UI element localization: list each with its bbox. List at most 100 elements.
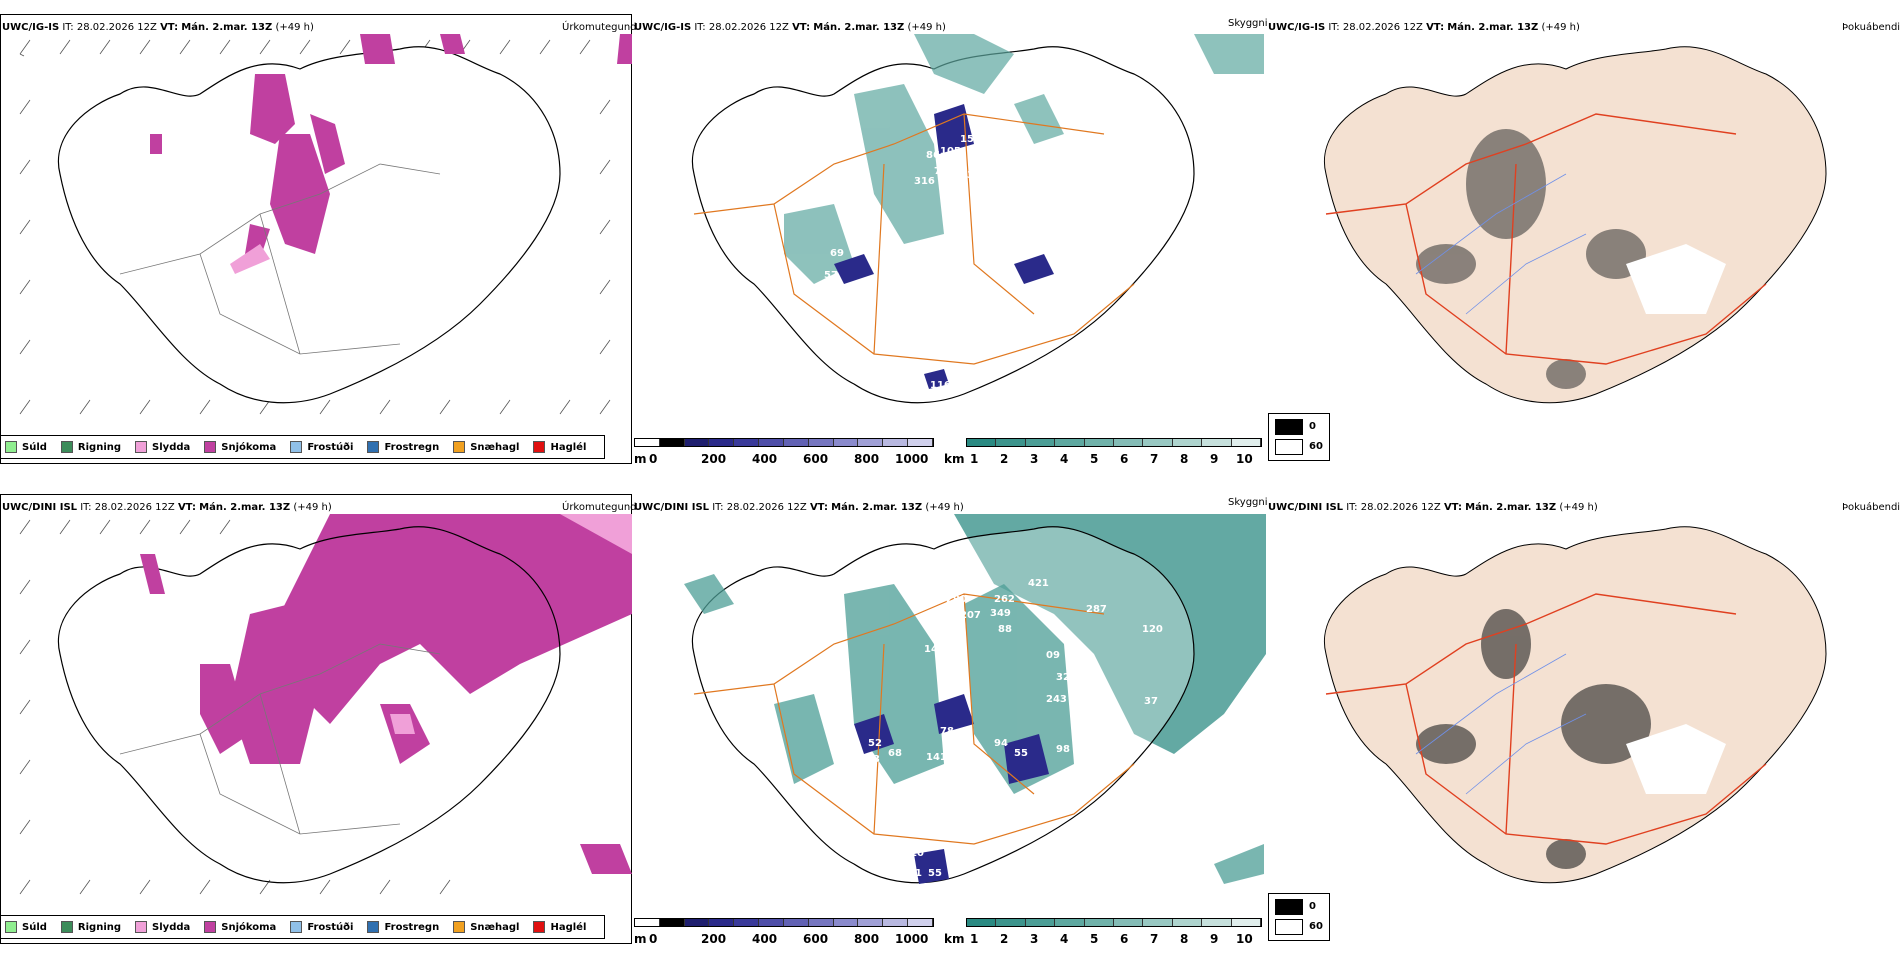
precip-panel-top: Súld Rigning Slydda Snjókoma Frostúði Fr… [0,14,634,494]
it-label: IT: [694,22,706,33]
cloud-number: 207 [960,610,981,621]
cloud-number: 287 [1086,604,1107,615]
precip-panel-bottom: Súld Rigning Slydda Snjókoma Frostúði Fr… [0,494,634,974]
tick-label: 7 [1150,932,1159,946]
cloud-number: 63 [866,754,880,765]
tick-label: 3 [1030,452,1039,466]
legend-swatch [135,921,148,933]
legend-label: Frostregn [384,441,440,453]
cloud-number: 421 [1028,578,1049,589]
tick-label: 0 [649,932,658,946]
tick-label: 6 [1120,932,1129,946]
road-network [119,163,441,355]
cloud-number: 10 [910,848,924,859]
legend-swatch [5,921,17,933]
legend-item-2: Slydda [135,921,190,933]
unit-label: km [944,932,965,946]
iceland-coastline [57,526,561,884]
lead-time: (+49 h) [1559,502,1598,513]
fog-swatch-dark [1275,899,1303,915]
cloud-number: 262 [994,594,1015,605]
map-frame [0,494,632,944]
it-value: 28.02.2026 12Z [708,22,789,33]
it-value: 28.02.2026 12Z [726,502,807,513]
header-cloud-bottom: UWC/DINI ISL IT: 28.02.2026 12Z VT: Mán.… [634,502,964,513]
legend-item-7: Haglél [533,441,586,453]
vt-value: Mán. 2.mar. 13Z [199,502,291,513]
cloud-number: 57 [824,270,838,281]
cloud-number: 122 [924,268,945,279]
sleet-corner [560,514,632,554]
lead-time: (+49 h) [925,502,964,513]
legend-swatch [204,921,217,933]
legend-swatch [290,921,303,933]
legend-item-5: Frostregn [367,921,439,933]
tick-label: 2 [1000,932,1009,946]
vt-value: Mán. 2.mar. 13Z [1465,502,1557,513]
cloudbase-colorbar-top: m 0 200 400 600 800 1000 [634,438,934,468]
it-value: 28.02.2026 12Z [1360,502,1441,513]
river-network [1415,653,1587,795]
legend-swatch [367,921,380,933]
header-fog-bottom: UWC/DINI ISL IT: 28.02.2026 12Z VT: Mán.… [1268,502,1598,513]
fog-panel-bottom [1266,494,1900,974]
legend-label: Slydda [152,921,191,933]
vt-label: VT: [809,502,828,513]
legend-swatch [60,921,73,933]
vt-value: Mán. 2.mar. 13Z [813,22,905,33]
legend-swatch [204,441,217,453]
cloud-number: 120 [1142,624,1163,635]
unit-label: m [634,452,647,466]
model-name: UWC/IG-IS [1268,22,1326,33]
tick-label: 6 [1120,452,1129,466]
cloud-number: 725 [1094,760,1115,771]
tick-label: 1000 [895,932,929,946]
it-label: IT: [1328,22,1340,33]
vt-label: VT: [177,502,196,513]
tick-label: 200 [701,932,727,946]
tick-label: 200 [701,452,727,466]
legend-swatch [367,441,380,453]
cloud-number: 126 [970,158,991,169]
fog-swatch-dark [1275,419,1303,435]
legend-swatch [533,441,546,453]
cloud-number: 140 [936,658,957,669]
cloud-number: 88 [998,624,1012,635]
cloud-number: 11 [908,364,922,375]
iceland-coastline [691,46,1195,404]
legend-label: Frostúði [307,921,354,933]
legend-label: Rigning [77,921,122,933]
precip-legend: Súld Rigning Slydda Snjókoma Frostúði Fr… [0,435,606,459]
it-value: 28.02.2026 12Z [1342,22,1423,33]
legend-swatch [533,921,546,933]
glacier-white [1626,244,1726,314]
fog-legend-label: 60 [1309,921,1323,932]
tick-label: 5 [1090,452,1099,466]
fog-shading [1416,129,1646,389]
header-precip-top: UWC/IG-IS IT: 28.02.2026 12Z VT: Mán. 2.… [2,22,314,33]
fog-swatch-light [1275,439,1303,455]
road-network [119,643,441,835]
precip-map [19,514,632,895]
tick-label: 800 [854,452,880,466]
visibility-strip [966,438,1262,447]
cloud-number: 94 [994,738,1008,749]
tick-label: 400 [752,932,778,946]
cloud-number: 26 [1054,260,1068,271]
fog-swatch-light [1275,919,1303,935]
snowfall-areas [150,34,632,259]
cloud-labels: 150 105 86 126 79 339 316 276 188 164 64… [824,134,1068,395]
legend-item-7: Haglél [533,921,586,933]
tick-label: 7 [1150,452,1159,466]
tick-label: 600 [803,932,829,946]
precip-legend: Súld Rigning Slydda Snjókoma Frostúði Fr… [0,915,606,939]
cloud-panel-top: 150 105 86 126 79 339 316 276 188 164 64… [634,14,1268,494]
road-network [693,113,1135,365]
cloud-number: 105 [940,146,961,157]
tick-label: 9 [1210,932,1219,946]
visibility-region [954,514,1266,754]
fog-legend-bottom: 0 60 [1268,893,1330,941]
cloud-number: 141 [926,752,947,763]
vt-value: Mán. 2.mar. 13Z [1447,22,1539,33]
fog-legend-top: 0 60 [1268,413,1330,461]
